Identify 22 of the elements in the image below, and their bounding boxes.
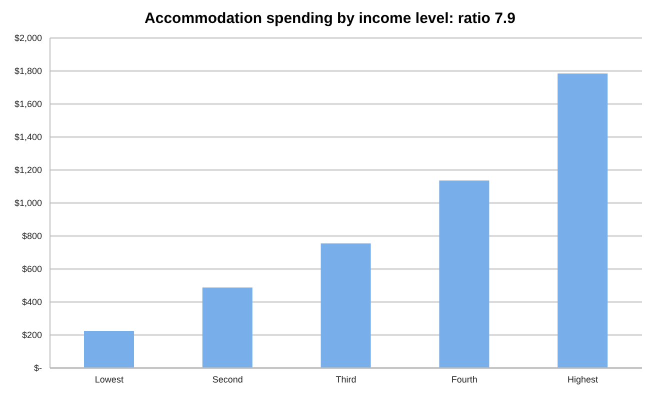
y-tick-label: $1,000 xyxy=(14,198,42,208)
y-tick-label: $1,400 xyxy=(14,132,42,142)
y-tick-label: $200 xyxy=(22,330,42,340)
x-tick-label: Second xyxy=(212,374,243,384)
bar xyxy=(320,243,371,368)
bar xyxy=(558,73,608,368)
y-tick-label: $- xyxy=(34,363,42,374)
y-tick-label: $600 xyxy=(22,264,42,274)
y-tick-label: $1,800 xyxy=(14,66,42,76)
x-tick-label: Highest xyxy=(568,374,599,384)
x-tick-label: Lowest xyxy=(94,374,124,384)
y-tick-label: $400 xyxy=(22,297,42,308)
y-tick-label: $1,600 xyxy=(14,99,42,110)
bar xyxy=(439,180,490,368)
y-tick-label: $1,200 xyxy=(14,165,42,176)
bar xyxy=(202,287,252,368)
chart-title: Accommodation spending by income level: ratio 7.9 xyxy=(144,9,516,29)
y-tick-label: $800 xyxy=(22,231,42,242)
x-tick-label: Fourth xyxy=(451,374,478,384)
y-tick-label: $2,000 xyxy=(14,33,42,44)
x-tick-label: Third xyxy=(336,374,356,384)
bar xyxy=(84,331,134,368)
